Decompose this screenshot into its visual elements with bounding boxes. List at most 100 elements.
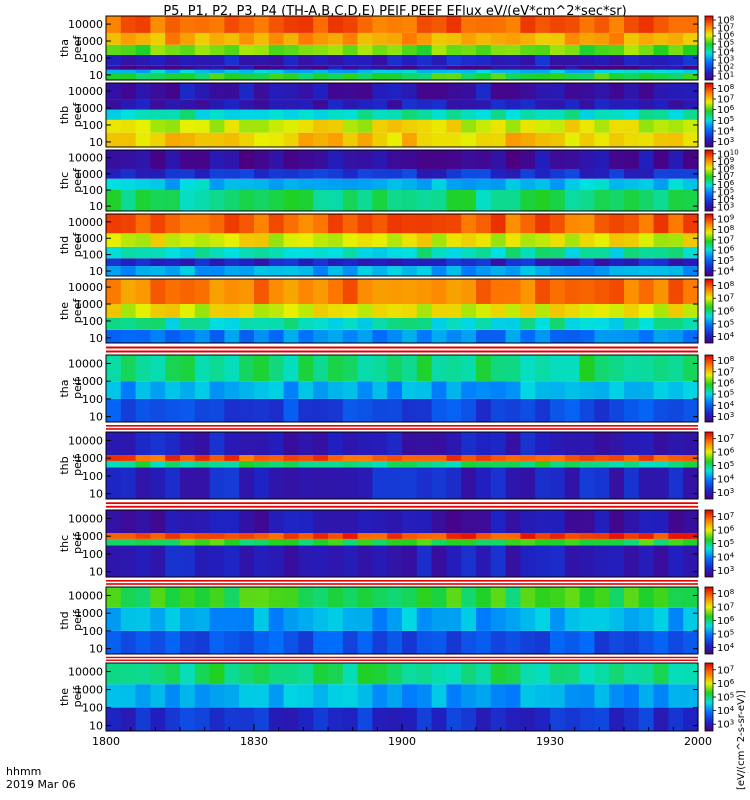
spectrogram-cell: [135, 455, 151, 461]
spectrogram-cell: [387, 168, 403, 179]
spectrogram-cell: [298, 329, 314, 343]
spectrogram-cell: [313, 32, 329, 45]
spectrogram-cell: [638, 258, 655, 267]
colorbar-tick-label: 105: [717, 692, 734, 704]
spectrogram-cell: [653, 266, 669, 276]
spectrogram-cell: [342, 266, 359, 276]
spectrogram-cell: [254, 355, 270, 382]
spectrogram-cell: [683, 707, 699, 731]
separator-stripe: [106, 580, 698, 582]
y-tick-label: 10: [89, 411, 103, 424]
spectrogram-cell: [165, 279, 181, 305]
spectrogram-cell: [254, 663, 270, 685]
spectrogram-cell: [120, 630, 137, 654]
spectrogram-cell: [461, 684, 477, 708]
spectrogram-cell: [150, 16, 166, 33]
spectrogram-cell: [150, 32, 166, 45]
spectrogram-cell: [387, 460, 403, 468]
spectrogram-cell: [120, 707, 137, 731]
spectrogram-cell: [505, 329, 521, 343]
spectrogram-cell: [298, 150, 314, 169]
spectrogram-cell: [328, 109, 344, 120]
spectrogram-cell: [490, 69, 507, 73]
spectrogram-cell: [505, 65, 521, 70]
spectrogram-cell: [638, 119, 655, 133]
spectrogram-cell: [535, 99, 551, 110]
spectrogram-cell: [564, 178, 581, 190]
spectrogram-cell: [668, 460, 684, 468]
spectrogram-cell: [446, 54, 462, 66]
spectrogram-cell: [283, 65, 299, 70]
spectrogram-cell: [120, 455, 137, 461]
spectrogram-cell: [106, 304, 122, 318]
spectrogram-cell: [357, 44, 373, 55]
spectrogram-cell: [520, 132, 536, 147]
spectrogram-cell: [402, 119, 418, 133]
spectrogram-cell: [653, 545, 669, 577]
spectrogram-cell: [579, 381, 595, 399]
spectrogram-cell: [268, 65, 285, 70]
spectrogram-cell: [135, 99, 151, 110]
spectrogram-cell: [372, 72, 388, 80]
spectrogram-cell: [683, 109, 699, 120]
spectrogram-cell: [120, 54, 137, 66]
spectrogram-cell: [120, 99, 137, 110]
spectrogram-cell: [106, 533, 122, 539]
spectrogram-cell: [461, 460, 477, 468]
spectrogram-cell: [298, 533, 314, 539]
spectrogram-cell: [402, 266, 418, 276]
spectrogram-cell: [224, 72, 240, 80]
spectrogram-cell: [224, 132, 240, 147]
spectrogram-cell: [446, 630, 462, 654]
spectrogram-cell: [313, 150, 329, 169]
spectrogram-cell: [372, 83, 388, 100]
spectrogram-cell: [416, 119, 433, 133]
spectrogram-cell: [254, 65, 270, 70]
spectrogram-cell: [638, 663, 655, 685]
spectrogram-cell: [535, 83, 551, 100]
spectrogram-cell: [135, 467, 151, 499]
spectrogram-cell: [476, 65, 492, 70]
spectrogram-cell: [224, 663, 240, 685]
colorbar: [704, 354, 714, 423]
spectrogram-cell: [357, 54, 373, 66]
spectrogram-cell: [535, 16, 551, 33]
spectrogram-cell: [209, 233, 225, 247]
spectrogram-cell: [106, 214, 122, 234]
spectrogram-cell: [653, 455, 669, 461]
spectrogram-cell: [268, 214, 285, 234]
spectrogram-cell: [194, 258, 211, 267]
spectrogram-cell: [431, 545, 447, 577]
spectrogram-cell: [490, 630, 507, 654]
spectrogram-cell: [342, 533, 359, 539]
spectrogram-cell: [490, 663, 507, 685]
spectrogram-cell: [624, 587, 640, 608]
spectrogram-cell: [431, 119, 447, 133]
spectrogram-cell: [239, 317, 255, 330]
spectrogram-cell: [653, 99, 669, 110]
spectrogram-cell: [135, 684, 151, 708]
spectrogram-cell: [342, 538, 359, 546]
spectrogram-cell: [505, 538, 521, 546]
spectrogram-cell: [194, 214, 211, 234]
spectrogram-cell: [194, 317, 211, 330]
spectrogram-cell: [268, 44, 285, 55]
y-tick-label: 1000: [75, 102, 103, 115]
spectrogram-cell: [446, 279, 462, 305]
spectrogram-cell: [461, 355, 477, 382]
spectrogram-cell: [594, 533, 610, 539]
spectrogram-cell: [609, 317, 625, 330]
spectrogram-cell: [328, 214, 344, 234]
spectrogram-cell: [165, 510, 181, 534]
spectrogram-cell: [638, 65, 655, 70]
spectrogram-cell: [416, 44, 433, 55]
spectrogram-cell: [653, 607, 669, 631]
spectrogram-cell: [165, 607, 181, 631]
spectrogram-cell: [683, 317, 699, 330]
spectrogram-cell: [505, 119, 521, 133]
spectrogram-cell: [342, 545, 359, 577]
spectrogram-cell: [194, 246, 211, 259]
spectrogram-cell: [120, 398, 137, 422]
